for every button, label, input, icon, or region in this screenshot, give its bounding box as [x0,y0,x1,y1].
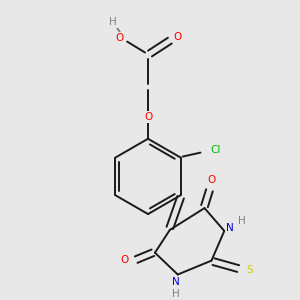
Text: N: N [172,278,180,287]
Text: O: O [207,176,216,185]
Text: N: N [226,223,234,233]
Text: Cl: Cl [210,145,220,154]
Text: S: S [247,265,253,275]
Text: O: O [115,33,123,43]
Text: H: H [110,17,117,27]
Text: O: O [120,255,128,265]
Text: H: H [238,216,246,226]
Text: H: H [172,289,180,299]
Text: O: O [144,112,152,122]
Text: O: O [174,32,182,42]
